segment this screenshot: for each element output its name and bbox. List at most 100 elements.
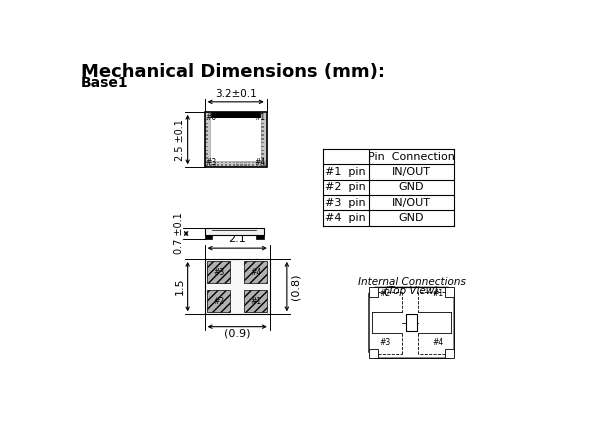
Bar (261, 142, 263, 143)
Bar (261, 123, 263, 124)
Bar (248, 162, 250, 163)
Bar (206, 146, 208, 147)
Bar (220, 166, 222, 167)
Bar (445, 349, 454, 358)
Bar (206, 157, 208, 159)
Bar (217, 166, 219, 167)
Bar (204, 259, 270, 314)
Bar (217, 162, 219, 163)
Bar (260, 164, 262, 166)
Bar (261, 153, 263, 155)
Text: #2: #2 (380, 289, 391, 298)
Bar (369, 349, 378, 358)
Bar (254, 166, 256, 167)
Bar (207, 261, 230, 283)
Text: #4  pin: #4 pin (325, 213, 366, 223)
Text: #2  pin: #2 pin (325, 182, 366, 192)
Bar (242, 166, 243, 167)
Bar (225, 164, 227, 166)
Bar (211, 166, 212, 167)
Bar (221, 164, 224, 166)
Bar (261, 146, 263, 147)
Text: #2: #2 (213, 297, 224, 306)
Bar (206, 142, 208, 143)
Text: #4: #4 (254, 158, 266, 167)
Text: (0.8): (0.8) (291, 273, 301, 300)
Text: #1: #1 (250, 297, 262, 306)
Bar (237, 164, 239, 166)
Bar (213, 162, 216, 163)
Text: GND: GND (399, 213, 424, 223)
Bar (244, 290, 268, 312)
Bar (252, 164, 254, 166)
Text: #1: #1 (255, 113, 266, 122)
Bar (206, 162, 208, 163)
Text: #3: #3 (213, 268, 224, 276)
Text: 0.7 ±0.1: 0.7 ±0.1 (174, 212, 184, 254)
Bar (261, 127, 263, 128)
Bar (260, 112, 266, 161)
Bar (204, 112, 266, 167)
Bar (232, 164, 235, 166)
Bar (206, 127, 208, 128)
Bar (206, 165, 208, 166)
Bar (260, 166, 262, 167)
Bar (211, 118, 260, 161)
Bar (204, 112, 211, 161)
Text: #1  pin: #1 pin (325, 167, 366, 177)
Bar (206, 119, 208, 120)
Polygon shape (369, 287, 454, 358)
Text: #1: #1 (432, 289, 443, 298)
Bar (248, 164, 250, 166)
Text: #4: #4 (432, 339, 443, 347)
Bar (206, 150, 208, 151)
Text: Base1: Base1 (80, 76, 128, 90)
Bar (244, 164, 247, 166)
Bar (206, 164, 208, 166)
Bar (261, 161, 263, 162)
Bar (209, 164, 212, 166)
Bar (213, 164, 216, 166)
Text: #3: #3 (380, 339, 391, 347)
Bar (251, 166, 253, 167)
Bar (261, 165, 263, 166)
Bar (204, 112, 266, 118)
Text: #0: #0 (206, 113, 217, 122)
Bar (263, 166, 265, 167)
Bar (204, 235, 212, 239)
Bar (252, 162, 254, 163)
Bar (263, 162, 266, 163)
Bar (261, 157, 263, 159)
Text: (Top View): (Top View) (384, 286, 439, 296)
Text: 2.5 ±0.1: 2.5 ±0.1 (175, 119, 185, 160)
Bar (257, 166, 259, 167)
Text: IN/OUT: IN/OUT (392, 167, 431, 177)
Bar (214, 166, 216, 167)
Text: 2.1: 2.1 (228, 234, 246, 244)
Text: IN/OUT: IN/OUT (392, 198, 431, 208)
Bar (232, 162, 235, 163)
Text: #3: #3 (206, 158, 217, 167)
Bar (244, 162, 247, 163)
Bar (263, 164, 266, 166)
Bar (261, 150, 263, 151)
Text: Mechanical Dimensions (mm):: Mechanical Dimensions (mm): (80, 64, 384, 81)
Bar (248, 166, 250, 167)
Bar (235, 166, 237, 167)
Bar (445, 287, 454, 297)
Text: GND: GND (399, 182, 424, 192)
Bar (206, 131, 208, 132)
Text: #3  pin: #3 pin (325, 198, 366, 208)
Bar (204, 161, 266, 167)
Bar (261, 138, 263, 140)
Bar (206, 134, 208, 136)
Bar (240, 164, 243, 166)
Bar (239, 166, 240, 167)
Bar (369, 287, 378, 297)
Bar (261, 131, 263, 132)
Bar (229, 166, 231, 167)
Text: Internal Connections: Internal Connections (358, 277, 465, 286)
Bar (406, 314, 417, 331)
Text: 1.5: 1.5 (175, 278, 185, 296)
Bar (244, 261, 268, 283)
